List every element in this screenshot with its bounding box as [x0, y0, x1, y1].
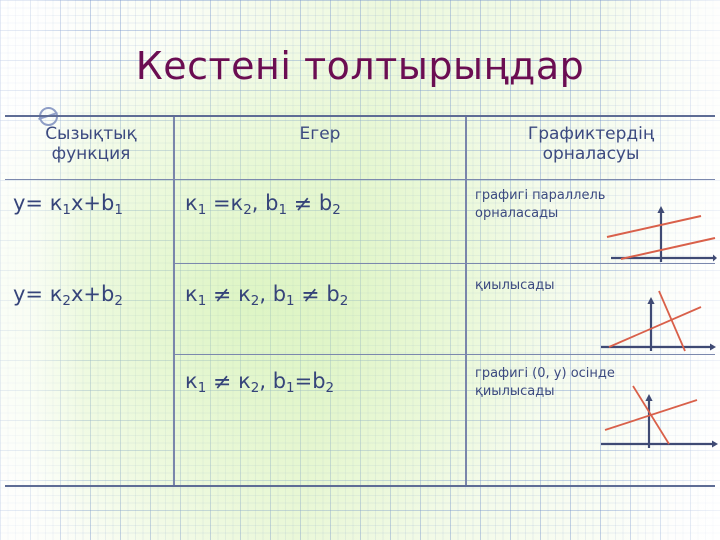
header-col2-line1: Егер — [299, 124, 341, 144]
function-2-mid: x+b — [70, 282, 115, 306]
table-cell-description-2: қиылысады — [475, 277, 711, 295]
x-axis-arrow-icon — [712, 440, 718, 448]
condition-2-k1: к1 — [185, 282, 207, 309]
condition-1-b1: b1 — [265, 191, 288, 218]
function-2-sub2: 2 — [114, 293, 123, 309]
table-row-divider-col3-2 — [467, 354, 715, 355]
table-column-divider-2 — [465, 117, 467, 485]
condition-2-not-equals-a: ≠ — [212, 283, 232, 308]
page-title: Кестені толтырыңдар — [135, 44, 585, 88]
condition-3-not-equals: ≠ — [212, 370, 232, 395]
header-col3-line2: орналасуы — [542, 144, 640, 165]
y-axis-arrow-icon — [645, 394, 653, 401]
condition-1-k1: к1 — [185, 191, 207, 218]
y-axis-arrow-icon — [647, 297, 655, 304]
description-1-line2: орналасады — [475, 205, 559, 221]
table-header-linear-function: Сызықтық функция — [9, 124, 173, 164]
condition-2-k2: к2 — [238, 282, 260, 309]
header-col3-line1: Графиктердің — [527, 124, 655, 144]
table-row-divider-col2-2 — [175, 354, 465, 355]
graph-sketch-parallel-lines — [606, 206, 717, 262]
graph-sketch-crossing-on-y-axis — [601, 385, 718, 448]
line-2 — [620, 237, 716, 260]
condition-2-b1: b1 — [272, 282, 295, 309]
table-cell-function-2: y= к2x+b2 — [13, 282, 171, 309]
table-cell-description-3: графигі (0, у) осінде қиылысады — [475, 365, 711, 400]
table-row-divider-col2-1 — [175, 263, 465, 264]
table-cell-description-1: графигі параллель орналасады — [475, 187, 711, 222]
condition-2-not-equals-b: ≠ — [301, 283, 320, 308]
function-1-sub1: 1 — [62, 202, 71, 218]
x-axis-arrow-icon — [710, 343, 716, 351]
line-2 — [658, 290, 686, 352]
description-1-line1: графигі параллель — [475, 188, 606, 203]
condition-3-comma: , — [259, 369, 266, 393]
table-cell-function-1: y= к1x+b1 — [13, 191, 171, 218]
line-1 — [606, 215, 702, 238]
table-header-divider — [5, 179, 715, 180]
table-header-graph-position: Графиктердің орналасуы — [469, 124, 713, 164]
table-header-condition: Егер — [177, 124, 463, 144]
condition-3-k1: к1 — [185, 369, 207, 396]
condition-1-b2: b2 — [318, 191, 341, 218]
condition-2-comma: , — [259, 282, 266, 306]
table-cell-condition-1: к1 =к2, b1 ≠ b2 — [185, 191, 461, 218]
function-1-prefix: y= к — [13, 191, 63, 215]
condition-3-equals: = — [294, 369, 313, 393]
description-3-line1: графигі (0, у) осінде — [475, 366, 615, 381]
comparison-table: Сызықтық функция Егер Графиктердің орнал… — [5, 115, 718, 487]
function-1-mid: x+b — [70, 191, 115, 215]
condition-1-k2: к2 — [230, 191, 252, 218]
condition-1-equals: = — [212, 191, 231, 215]
description-2-line1: қиылысады — [475, 278, 555, 293]
table-cell-condition-3: к1 ≠ к2, b1=b2 — [185, 369, 461, 396]
condition-3-k2: к2 — [238, 369, 260, 396]
line-2 — [632, 385, 670, 445]
condition-3-b2: b2 — [312, 369, 335, 396]
condition-1-comma: , — [251, 191, 259, 215]
table-column-divider-1 — [173, 117, 175, 485]
function-1-sub2: 1 — [114, 202, 123, 218]
x-axis-arrow-icon — [713, 254, 717, 262]
condition-1-not-equals: ≠ — [293, 192, 313, 217]
condition-2-b2: b2 — [326, 282, 349, 309]
condition-3-b1: b1 — [272, 369, 295, 396]
header-col1-line2: функция — [51, 144, 131, 165]
table-row-divider-col3-1 — [467, 263, 715, 264]
table-cell-condition-2: к1 ≠ к2, b1 ≠ b2 — [185, 282, 461, 309]
y-axis-arrow-icon — [657, 206, 665, 213]
graph-sketch-crossing-lines — [601, 290, 716, 352]
description-3-line2: қиылысады — [475, 383, 555, 399]
header-col1-line1: Сызықтық — [45, 124, 137, 144]
line-1 — [608, 306, 702, 348]
function-2-sub1: 2 — [62, 293, 71, 309]
function-2-prefix: y= к — [13, 282, 63, 306]
